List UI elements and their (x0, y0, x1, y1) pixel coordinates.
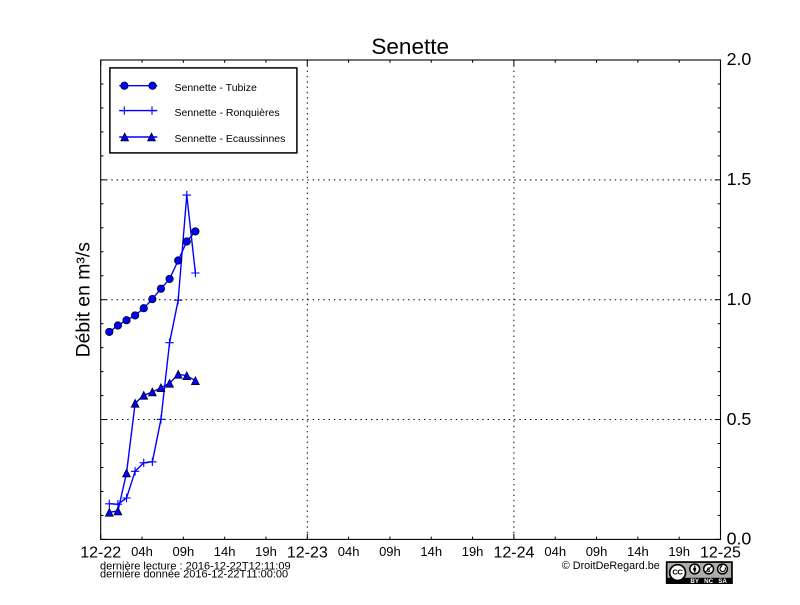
svg-text:14h: 14h (214, 544, 236, 559)
svg-text:CC: CC (672, 568, 683, 577)
svg-text:09h: 09h (586, 544, 608, 559)
svg-text:09h: 09h (379, 544, 401, 559)
svg-text:dernière lecture : 2016-12-22T: dernière lecture : 2016-12-22T12:11:09 (100, 560, 291, 572)
svg-text:09h: 09h (172, 544, 194, 559)
svg-text:0.5: 0.5 (727, 409, 752, 429)
svg-text:12-22: 12-22 (80, 545, 121, 562)
svg-text:SA: SA (718, 578, 727, 585)
svg-text:Sennette - Ecaussinnes: Sennette - Ecaussinnes (175, 133, 286, 145)
svg-text:NC: NC (704, 578, 713, 585)
svg-text:12-25: 12-25 (700, 545, 741, 562)
svg-text:14h: 14h (627, 544, 649, 559)
svg-text:04h: 04h (338, 544, 360, 559)
svg-text:2.0: 2.0 (727, 49, 752, 69)
svg-text:Senette: Senette (371, 34, 449, 59)
svg-text:12-24: 12-24 (493, 545, 534, 562)
svg-text:19h: 19h (462, 544, 484, 559)
svg-text:dernière donnée 2016-12-22T11: dernière donnée 2016-12-22T11:00:00 (100, 569, 288, 581)
svg-text:1.5: 1.5 (727, 169, 752, 189)
svg-text:BY: BY (690, 578, 699, 585)
svg-text:Sennette - Ronquières: Sennette - Ronquières (175, 107, 280, 119)
svg-text:04h: 04h (544, 544, 566, 559)
svg-text:04h: 04h (131, 544, 153, 559)
svg-text:0.0: 0.0 (727, 529, 752, 549)
svg-text:$: $ (707, 567, 711, 574)
svg-text:Sennette - Tubize: Sennette - Tubize (175, 82, 257, 94)
svg-text:19h: 19h (255, 544, 277, 559)
svg-text:14h: 14h (420, 544, 442, 559)
svg-text:12-23: 12-23 (287, 545, 328, 562)
svg-text:Débit en m³/s: Débit en m³/s (72, 242, 94, 357)
svg-text:© DroitDeRegard.be: © DroitDeRegard.be (562, 560, 660, 572)
svg-text:19h: 19h (668, 544, 690, 559)
svg-text:1.0: 1.0 (727, 289, 752, 309)
